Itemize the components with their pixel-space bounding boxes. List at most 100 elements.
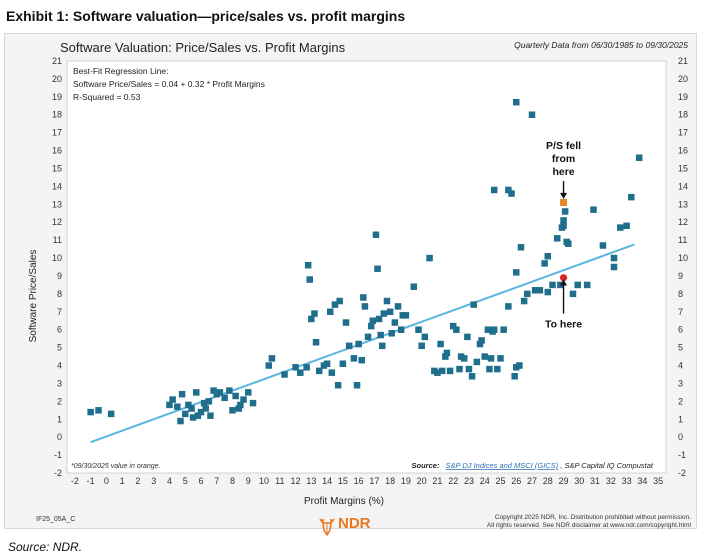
y-tick-label-left: 17 <box>52 128 62 138</box>
data-point <box>497 355 504 362</box>
scatter-chart: Software Valuation: Price/Sales vs. Prof… <box>28 40 688 507</box>
data-point <box>508 190 515 197</box>
data-point <box>490 186 498 194</box>
data-point <box>524 290 531 298</box>
annotation-text: from <box>552 153 575 165</box>
source-label: Source: <box>412 461 440 470</box>
data-point <box>197 408 205 416</box>
regression-line <box>90 243 635 444</box>
y-tick-label-left: 2 <box>57 396 62 406</box>
x-tick-label: 0 <box>104 476 109 486</box>
data-point <box>339 360 347 367</box>
data-point <box>342 319 350 326</box>
data-point <box>364 333 372 341</box>
data-point <box>434 369 441 376</box>
footnote: *09/30/2025 value in orange. <box>71 463 161 470</box>
y-tick-label-right: 4 <box>678 361 683 371</box>
y-tick-label-right: -1 <box>678 450 686 460</box>
reference-point <box>559 274 568 282</box>
data-point <box>494 365 501 373</box>
y-tick-label-right: 10 <box>678 253 688 263</box>
data-point <box>410 283 418 290</box>
data-point <box>350 355 358 362</box>
y-tick-label-left: 4 <box>57 361 62 371</box>
x-tick-label: 30 <box>574 476 584 486</box>
data-point <box>628 193 635 201</box>
y-tick-label-left: 18 <box>52 110 62 120</box>
y-tick-label-left: 15 <box>52 163 62 173</box>
x-tick-label: 1 <box>120 476 125 486</box>
source-rest: , S&P Capital IQ Compustat <box>560 461 654 470</box>
x-tick-label: 26 <box>511 476 521 486</box>
y-tick-label-right: 21 <box>678 56 688 66</box>
data-point <box>281 371 288 378</box>
data-point <box>315 367 323 375</box>
data-point <box>421 333 429 341</box>
data-point <box>308 315 315 323</box>
data-point <box>189 414 197 421</box>
data-points <box>87 98 643 425</box>
ndr-logo: NDR <box>318 513 382 539</box>
data-point <box>326 308 334 316</box>
y-tick-label-right: 9 <box>678 271 683 281</box>
data-point <box>386 308 394 316</box>
x-tick-label: 3 <box>151 476 156 486</box>
y-tick-label-right: 6 <box>678 325 683 335</box>
source-note: Source: NDR. <box>8 540 83 554</box>
x-tick-label: 8 <box>230 476 235 486</box>
data-point <box>505 186 512 194</box>
data-point <box>328 369 336 376</box>
data-point <box>379 342 386 350</box>
data-point <box>323 360 331 367</box>
annotation-text: here <box>552 166 574 178</box>
data-point <box>490 326 498 333</box>
data-point <box>476 340 484 348</box>
data-point <box>453 326 460 333</box>
x-tick-label: 24 <box>480 476 490 486</box>
data-point <box>517 244 525 251</box>
data-point <box>531 287 539 294</box>
x-tick-label: 35 <box>653 476 663 486</box>
y-tick-label-left: 0 <box>57 432 62 442</box>
chart-code: IF25_05A_C <box>36 516 76 523</box>
data-point <box>226 387 233 394</box>
y-tick-label-right: -2 <box>678 468 686 478</box>
data-point <box>374 265 381 273</box>
data-point <box>583 281 591 289</box>
data-point <box>107 410 115 418</box>
x-tick-label: 11 <box>275 476 284 486</box>
y-tick-label-left: 1 <box>57 414 62 424</box>
y-tick-label-left: 5 <box>57 343 62 353</box>
x-tick-label: 17 <box>369 476 379 486</box>
data-point <box>202 405 209 412</box>
y-tick-label-left: 13 <box>52 199 62 209</box>
annotation-text: To here <box>545 319 582 331</box>
data-point <box>292 364 299 371</box>
data-point <box>361 303 369 310</box>
x-tick-label: 20 <box>417 476 427 486</box>
x-tick-label: 34 <box>637 476 647 486</box>
data-point <box>232 392 239 400</box>
data-point <box>334 381 342 389</box>
y-tick-label-left: -1 <box>54 450 62 460</box>
data-point <box>265 362 273 369</box>
y-tick-label-right: 7 <box>678 307 683 317</box>
y-tick-label-right: 11 <box>678 235 687 245</box>
data-point <box>569 290 577 298</box>
y-tick-label-left: 7 <box>57 307 62 317</box>
data-point <box>513 98 520 106</box>
data-point <box>87 408 94 416</box>
data-point <box>617 224 624 231</box>
data-point <box>560 217 567 224</box>
y-tick-label-left: 14 <box>52 181 62 191</box>
data-point <box>235 405 243 412</box>
data-point <box>438 367 446 375</box>
data-point <box>456 365 463 373</box>
source-link[interactable]: S&P DJ Indices and MSCI (GICS) <box>446 461 559 470</box>
regression-label-equation: Software Price/Sales = 0.04 + 0.32 * Pro… <box>73 79 265 89</box>
data-point <box>380 310 388 317</box>
x-tick-label: 22 <box>448 476 458 486</box>
x-tick-label: -2 <box>71 476 79 486</box>
y-tick-label-right: 13 <box>678 199 688 209</box>
data-point <box>560 222 567 230</box>
